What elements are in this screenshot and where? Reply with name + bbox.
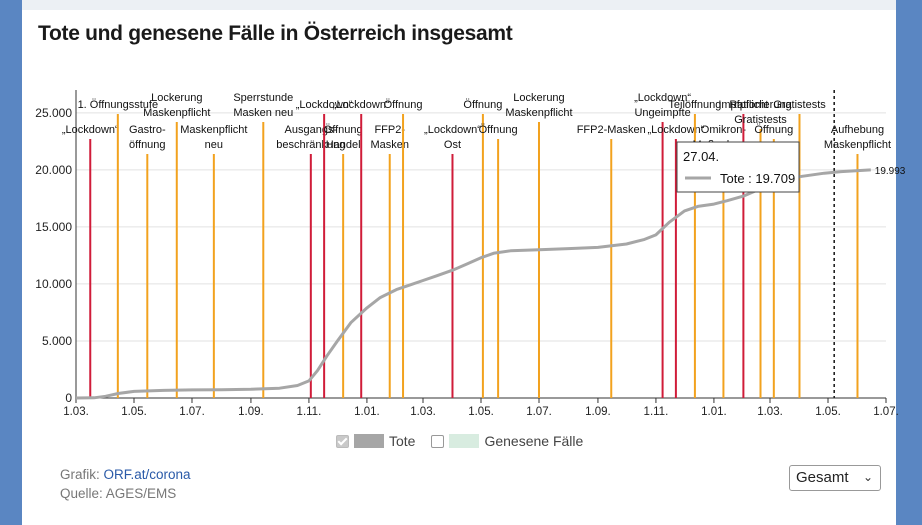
event-label: Ost [444, 139, 461, 151]
x-tick-label: 1.01. [354, 406, 380, 418]
source-label: Grafik: [60, 467, 100, 482]
event-label: „Lockdown“ [424, 124, 481, 136]
y-tick-label: 20.000 [35, 163, 72, 177]
event-label: FFP2- [374, 124, 405, 136]
event-label: Maskenpflicht [180, 124, 247, 136]
event-label: Sperrstunde [233, 92, 293, 104]
view-dropdown-value: Gesamt [796, 469, 849, 486]
x-tick-label: 1.05. [468, 406, 494, 418]
event-label: Maskenpflicht [505, 107, 572, 119]
event-label: Maskenpflicht [824, 139, 891, 151]
event-label: FFP2-Masken [577, 124, 646, 136]
x-tick-label: 1.09. [585, 406, 611, 418]
event-label: Öffnung [324, 124, 363, 136]
legend-label-tote: Tote [389, 433, 416, 449]
legend-item-genesene[interactable]: Genesene Fälle [431, 433, 583, 449]
y-tick-label: 0 [65, 391, 72, 405]
x-tick-label: 1.09. [238, 406, 264, 418]
event-label: neu [205, 139, 223, 151]
legend-label-genesene: Genesene Fälle [484, 433, 584, 449]
event-label: Gastro- [129, 124, 166, 136]
end-value-label: 19.993 [875, 166, 906, 177]
event-label: Ungeimpfte [634, 107, 690, 119]
event-label: „Lockdown“ [634, 92, 691, 104]
chevron-down-icon: ⌄ [862, 470, 873, 484]
event-label: 1. Öffnungsstufe [78, 99, 159, 111]
event-label: Öffnung [479, 124, 518, 136]
x-tick-label: 1.11. [297, 406, 322, 418]
event-label: Handel [326, 139, 361, 151]
series-line-tote [75, 168, 871, 400]
x-tick-label: 1.01. [701, 406, 727, 418]
legend-swatch-genesene [449, 434, 480, 448]
event-label: Aufhebung [831, 124, 884, 136]
event-label: „Lockdown“ [296, 99, 353, 111]
source-link[interactable]: ORF.at/corona [103, 467, 191, 482]
event-label: Lockerung [513, 92, 564, 104]
x-tick-label: 1.11. [644, 406, 669, 418]
event-label: Masken [370, 139, 409, 151]
x-tick-label: 1.03. [410, 406, 436, 418]
event-label: Lockerung [151, 92, 202, 104]
event-label: „Lockdown“ [647, 124, 704, 136]
event-label: Maskenpflicht [143, 107, 210, 119]
x-tick-label: 1.03. [757, 406, 783, 418]
event-label: „Lockdown“ [333, 99, 390, 111]
event-label: Öffnung [754, 124, 793, 136]
event-label: Rationierung [729, 99, 791, 111]
tooltip-date: 27.04. [683, 149, 719, 164]
legend-item-tote[interactable]: Tote [336, 433, 415, 449]
checkbox-genesene[interactable] [431, 434, 445, 448]
event-label: Masken neu [233, 107, 293, 119]
x-tick-label: 1.07. [526, 406, 552, 418]
source-credit: Grafik: ORF.at/corona [60, 467, 191, 482]
page-title: Tote und genesene Fälle in Österreich in… [38, 22, 513, 45]
x-tick-label: 1.05. [121, 406, 147, 418]
x-tick-label: 1.05. [815, 406, 841, 418]
event-label: Omikron- [701, 124, 747, 136]
legend: Tote Genesene Fälle [336, 433, 599, 449]
event-label: Gratistests [773, 99, 826, 111]
tooltip-box [676, 141, 800, 193]
x-tick-label: 1.07. [873, 406, 899, 418]
event-label: öffnung [129, 139, 166, 151]
event-label: Teilöffnung [668, 99, 721, 111]
y-tick-label: 5.000 [42, 334, 72, 348]
y-tick-label: 15.000 [35, 220, 72, 234]
data-source: Quelle: AGES/EMS [60, 486, 177, 501]
event-label: Impfpflicht [718, 99, 768, 111]
event-label: Öffnung [384, 99, 423, 111]
event-label: Öffnung [463, 99, 502, 111]
event-label: „Lockdown“ [62, 124, 119, 136]
y-tick-label: 25.000 [35, 106, 72, 120]
tooltip-value: Tote : 19.709 [720, 171, 795, 186]
page-top-strip [22, 0, 896, 10]
checkbox-tote[interactable] [336, 434, 349, 448]
event-label: beschränkung [276, 139, 345, 151]
x-tick-label: 1.07. [179, 406, 205, 418]
event-label: Gratistests [734, 114, 787, 126]
legend-swatch-tote [354, 434, 384, 448]
x-tick-label: 1.03. [63, 406, 89, 418]
view-dropdown[interactable]: Gesamt ⌄ [789, 465, 881, 491]
y-tick-label: 10.000 [35, 277, 72, 291]
